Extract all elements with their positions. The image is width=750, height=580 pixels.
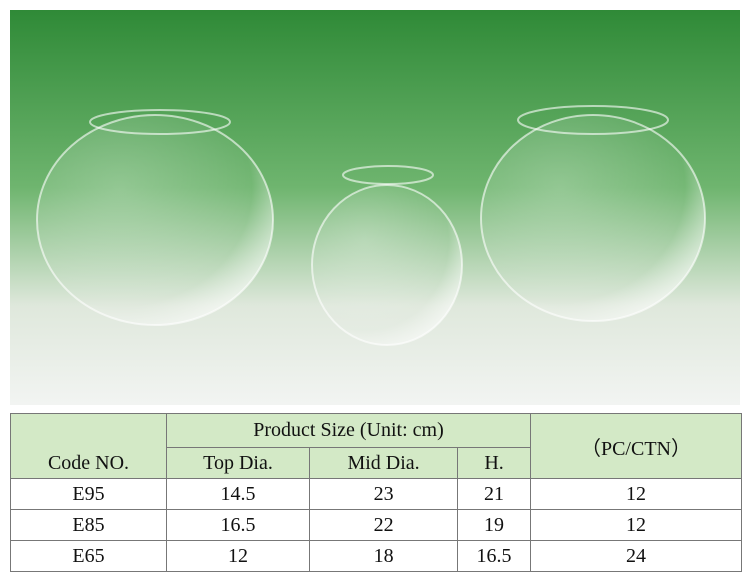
table-cell: 14.5 <box>166 478 311 510</box>
table-row: E95 14.5 23 21 12 <box>9 478 743 510</box>
table-cell: 24 <box>529 540 743 572</box>
header-cell: Code NO. <box>9 413 168 479</box>
header-cell: （PC/CTN） <box>529 413 743 479</box>
table-cell: 19 <box>457 509 531 541</box>
size-table: Code NO. Product Size (Unit: cm) （PC/CTN… <box>9 413 743 572</box>
table-cell: E95 <box>9 478 168 510</box>
table-cell: 23 <box>309 478 459 510</box>
group-header: Product Size (Unit: cm) <box>166 413 531 448</box>
table-cell: 12 <box>166 540 311 572</box>
table-cell: 21 <box>457 478 531 510</box>
header-cell: Mid Dia. <box>309 447 459 479</box>
table-cell: E85 <box>9 509 168 541</box>
table-cell: 22 <box>309 509 459 541</box>
product-photo <box>10 10 740 405</box>
table-cell: 16.5 <box>457 540 531 572</box>
header-cell: H. <box>457 447 531 479</box>
table-cell: 12 <box>529 478 743 510</box>
table-cell: 12 <box>529 509 743 541</box>
table-cell: 18 <box>309 540 459 572</box>
table-row: E85 16.5 22 19 12 <box>9 509 743 541</box>
header-cell: Top Dia. <box>166 447 311 479</box>
table-cell: 16.5 <box>166 509 311 541</box>
table-cell: E65 <box>9 540 168 572</box>
table-row: E65 12 18 16.5 24 <box>9 540 743 572</box>
